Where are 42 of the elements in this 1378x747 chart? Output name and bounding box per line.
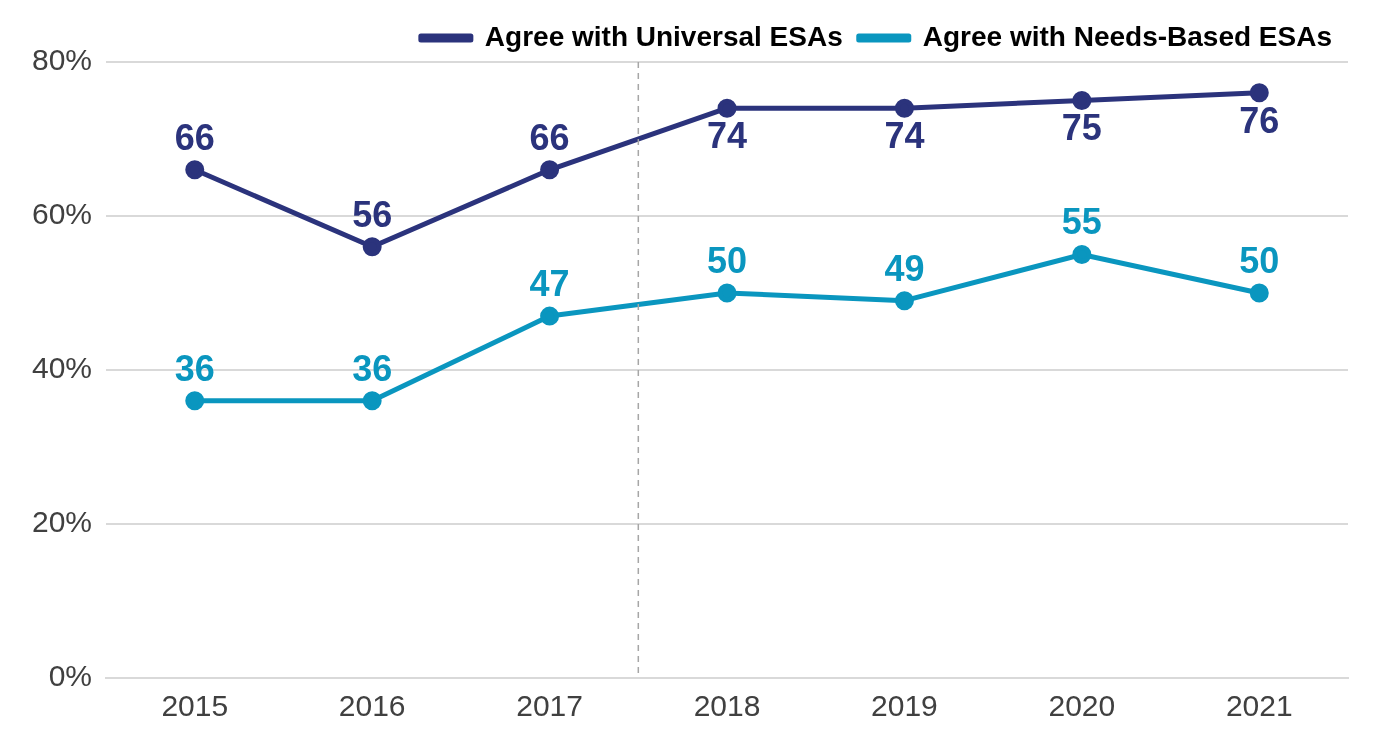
data-label: 49 <box>884 247 925 289</box>
data-label: 47 <box>529 263 570 305</box>
data-label: 50 <box>1239 239 1280 281</box>
legend-label: Agree with Needs-Based ESAs <box>922 20 1333 52</box>
point <box>717 283 737 303</box>
point <box>894 98 914 118</box>
point <box>362 391 382 411</box>
point <box>717 98 737 118</box>
point <box>894 291 914 311</box>
data-label: 66 <box>529 116 570 158</box>
point <box>540 306 560 326</box>
data-label: 66 <box>174 116 215 158</box>
y-tick-label: 20% <box>32 505 93 539</box>
x-tick-label: 2019 <box>871 689 938 723</box>
x-tick-label: 2018 <box>693 689 761 723</box>
x-tick-label: 2017 <box>516 689 583 723</box>
data-label: 50 <box>707 239 748 281</box>
point <box>1072 91 1092 110</box>
legend-label: Agree with Universal ESAs <box>484 20 843 52</box>
data-label: 56 <box>352 193 393 235</box>
data-label: 74 <box>707 115 748 157</box>
x-tick-label: 2016 <box>338 689 406 723</box>
point <box>185 391 205 411</box>
x-tick-label: 2021 <box>1225 689 1293 723</box>
point <box>1249 283 1269 303</box>
data-label: 76 <box>1239 99 1280 141</box>
point <box>540 160 560 180</box>
point <box>362 237 382 257</box>
data-label: 74 <box>884 115 925 157</box>
point <box>185 160 205 180</box>
point <box>1249 83 1269 103</box>
y-tick-label: 80% <box>32 43 93 77</box>
data-label: 75 <box>1061 107 1102 149</box>
y-tick-label: 40% <box>32 351 93 385</box>
y-tick-label: 60% <box>32 197 93 231</box>
x-tick-label: 2020 <box>1048 689 1116 723</box>
data-label: 55 <box>1061 201 1102 243</box>
data-label: 36 <box>352 347 393 389</box>
x-tick-label: 2015 <box>161 689 229 723</box>
point <box>1072 245 1092 264</box>
data-label: 36 <box>174 347 215 389</box>
y-tick-label: 0% <box>48 659 93 693</box>
